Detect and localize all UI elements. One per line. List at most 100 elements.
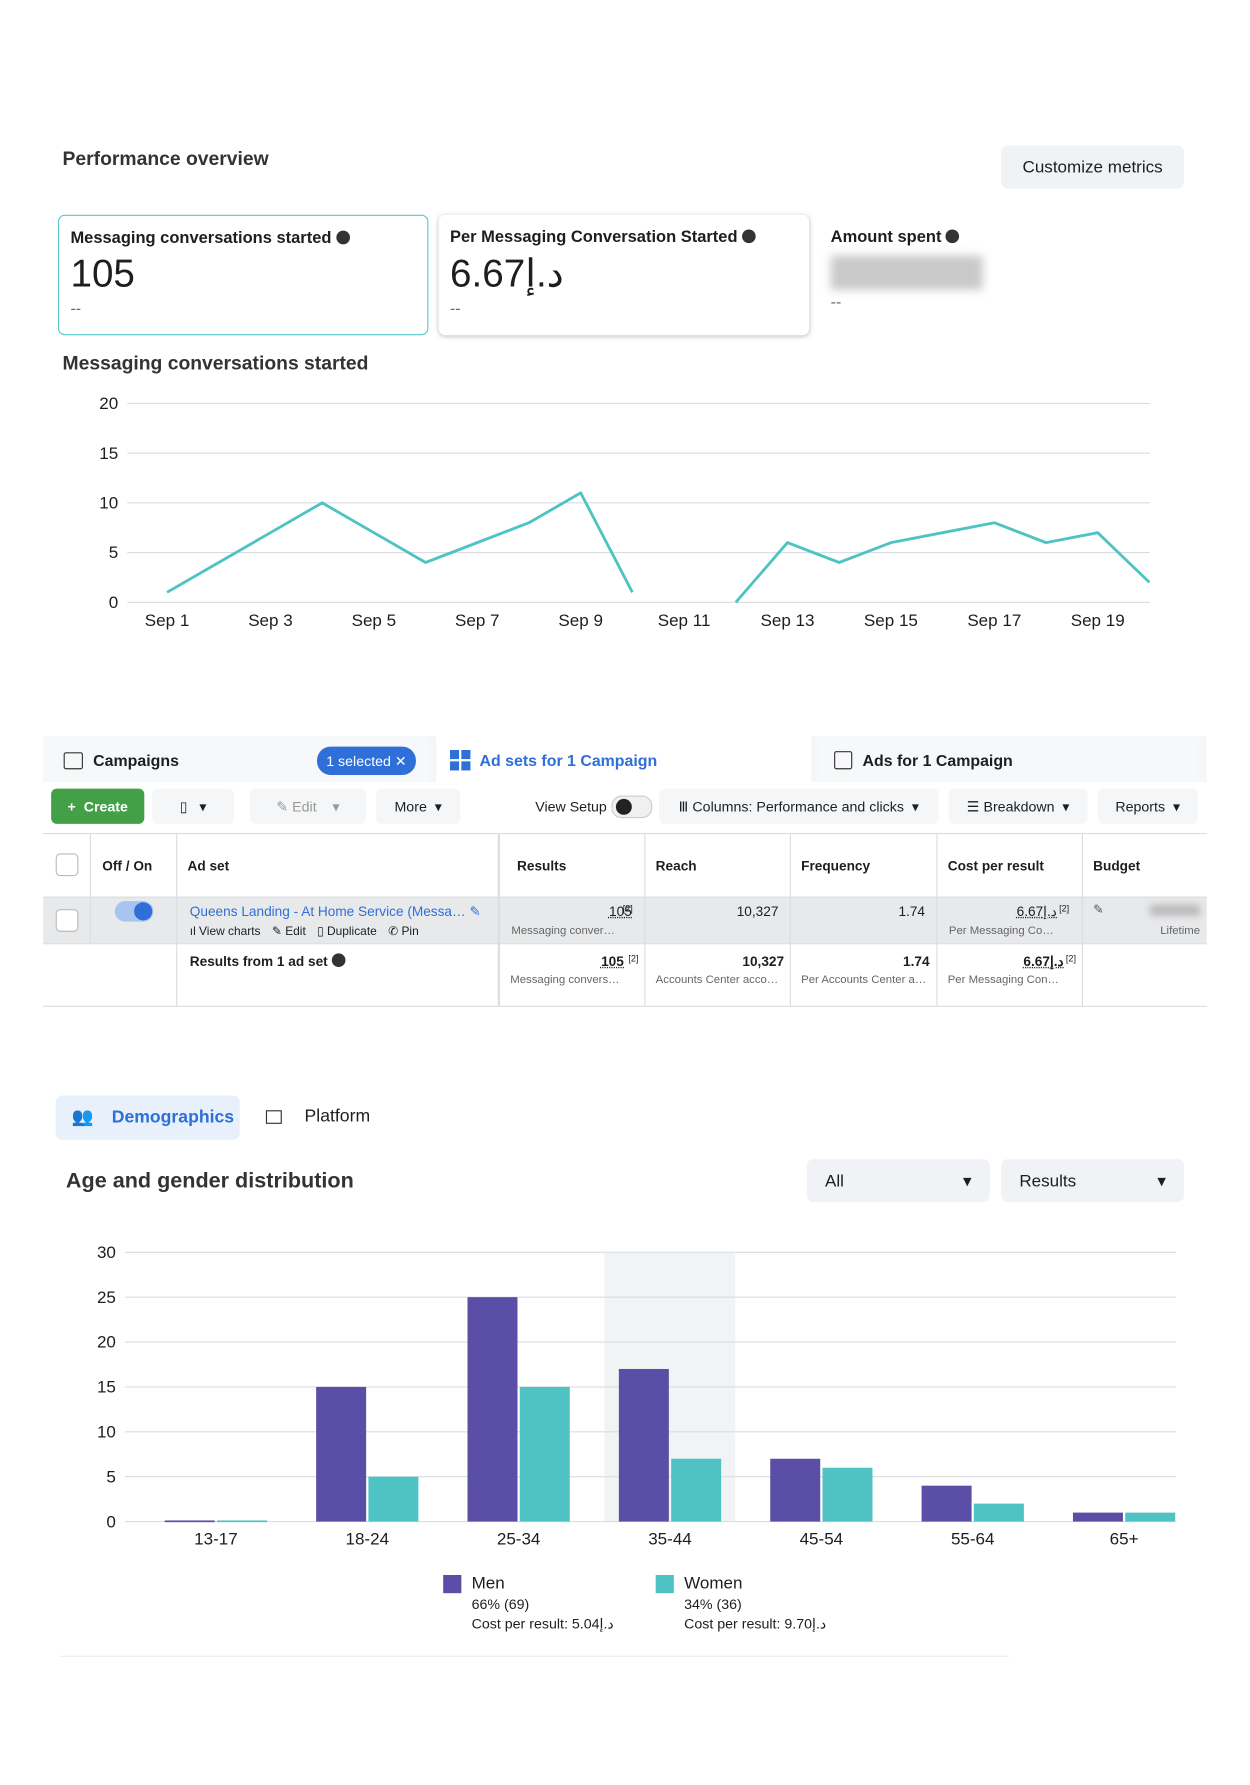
cell-sub: Accounts Center acco… (655, 973, 779, 987)
col-border (789, 832, 791, 1006)
metric-value: 105 (70, 252, 135, 296)
row-border (43, 943, 1207, 945)
bar (316, 1386, 367, 1522)
button-label: Breakdown (983, 798, 1055, 815)
reports-button[interactable]: Reports ▾ (1097, 788, 1198, 824)
more-button[interactable]: More ▾ (376, 788, 461, 824)
y-tick-label: 15 (99, 444, 118, 463)
y-tick-label: 20 (99, 394, 118, 413)
col-border (176, 832, 178, 1006)
metric-dropdown[interactable]: Results ▾ (1001, 1159, 1185, 1203)
action-label: Pin (401, 924, 419, 939)
view-setup-label: View Setup (535, 798, 607, 815)
y-tick-label: 10 (99, 494, 118, 513)
x-tick-label: 25-34 (497, 1529, 541, 1548)
checkbox[interactable] (55, 909, 79, 932)
selected-row (43, 896, 1207, 944)
legend-label: Men (471, 1573, 505, 1594)
tab[interactable]: Campaigns 1 selected ✕ (43, 738, 430, 782)
edit-icon[interactable]: ✎ (1093, 903, 1104, 918)
chip-label: 1 selected (326, 752, 391, 769)
bar (217, 1520, 268, 1523)
summary-text: Results from 1 ad set (189, 953, 328, 970)
tab[interactable]: Ads for 1 Campaign (818, 738, 1198, 782)
legend-item[interactable]: Men 66% (69) Cost per result: 5.04د.إ (443, 1573, 614, 1634)
metric-card[interactable]: Messaging conversations started 105 -- (57, 214, 429, 336)
metric-card[interactable]: Amount spent -- (819, 215, 1189, 335)
col-border (644, 832, 646, 1006)
column-header[interactable]: Budget (1093, 857, 1141, 874)
button-label: Edit (292, 798, 317, 815)
metric-compare: -- (830, 292, 842, 311)
checkbox[interactable] (55, 853, 79, 877)
metric-value: 6.67د.إ (449, 252, 564, 296)
legend: Men 66% (69) Cost per result: 5.04د.إ Women… (0, 1573, 1250, 1653)
bar (1072, 1512, 1123, 1522)
bar (164, 1520, 215, 1523)
metric-label: Per Messaging Conversation Started (449, 228, 738, 247)
create-button[interactable]: + Create (51, 788, 145, 824)
row-border (43, 1005, 1207, 1007)
action[interactable]: ✆ Pin (388, 924, 419, 939)
column-header[interactable]: Off / On (102, 857, 153, 874)
tab[interactable]: Ad sets for 1 Campaign (436, 736, 812, 785)
blurred-value (830, 255, 983, 290)
cell-value: 105 (601, 953, 624, 970)
info-icon (945, 229, 960, 244)
tab-platform[interactable]: Platform (265, 1106, 371, 1127)
metric-card[interactable]: Per Messaging Conversation Started 6.67د… (439, 215, 809, 335)
line-chart: 0 5 10 15 20 Sep 1 Sep 3 Sep 5 Sep 7 Sep 9 Sep 11 S… (99, 394, 1151, 630)
breakdown-button[interactable]: ☰ Breakdown ▾ (948, 788, 1088, 824)
adset-toggle[interactable] (114, 901, 154, 922)
action[interactable]: ▯ Duplicate (317, 924, 377, 939)
cell-note: [2] (622, 903, 633, 914)
action-label: Edit (285, 924, 306, 939)
info-icon (742, 229, 756, 244)
customize-button[interactable]: Customize metrics (1001, 145, 1185, 189)
column-header[interactable]: Cost per result (947, 857, 1044, 874)
filter-dropdown[interactable]: All ▾ (806, 1159, 990, 1203)
tab-label: Ad sets for 1 Campaign (479, 751, 658, 770)
column-header[interactable]: Frequency (801, 857, 871, 874)
columns-button[interactable]: Ⅲ Columns: Performance and clicks ▾ (659, 788, 939, 824)
info-icon (332, 953, 346, 968)
adset-name[interactable]: Queens Landing - At Home Service (Messa…… (189, 903, 481, 920)
toggle-knob (615, 798, 632, 815)
info-icon (335, 230, 350, 245)
selected-chip[interactable]: 1 selected ✕ (317, 746, 416, 775)
cell-value: 1.74 (898, 903, 925, 920)
ad-icon (834, 751, 853, 770)
dropdown-label: All (824, 1171, 844, 1191)
column-header[interactable]: Ad set (187, 857, 230, 874)
metric-compare: -- (70, 298, 82, 318)
cell-sub: Messaging convers… (510, 973, 620, 987)
cell-value: 6.67د.إ (1023, 953, 1064, 970)
x-tick-label: Sep 5 (352, 611, 397, 630)
tab-label: Demographics (111, 1107, 235, 1127)
metric-label: Amount spent (830, 228, 942, 247)
edit-button[interactable]: ✎ Edit ▾ (249, 788, 366, 824)
bar (467, 1297, 518, 1522)
cell-sub: Messaging conver… (511, 924, 615, 938)
cell-value: 10,327 (742, 953, 785, 970)
view-setup-toggle[interactable] (611, 795, 653, 819)
x-tick-label: Sep 7 (455, 611, 500, 630)
row-actions: ıl View charts ✎ Edit ▯ Duplicate ✆ Pin (190, 925, 419, 939)
legend-item[interactable]: Women 34% (36) Cost per result: 9.70د.إ (655, 1573, 826, 1634)
adset-link[interactable]: Queens Landing - At Home Service (Messa… (189, 903, 466, 920)
legend-label: Women (684, 1573, 743, 1594)
x-tick-label: Sep 13 (761, 611, 815, 630)
bar-chart: 0 5 10 15 20 25 30 13-17 18-24 25-34 35-44 45-54 55-… (97, 1243, 1177, 1548)
line-series (166, 491, 1151, 604)
x-tick-label: Sep 9 (558, 611, 603, 630)
tab-label: Platform (304, 1106, 371, 1127)
y-tick-label: 0 (106, 1512, 115, 1531)
action[interactable]: ıl View charts (189, 924, 261, 939)
column-header[interactable]: Results (517, 857, 567, 874)
col-border (89, 832, 91, 944)
tab-demographics[interactable]: 👥 Demographics (55, 1095, 240, 1140)
column-header[interactable]: Reach (655, 857, 697, 874)
folder-icon (63, 751, 83, 769)
action[interactable]: ✎ Edit (271, 924, 306, 939)
duplicate-button[interactable]: ▯ ▾ (152, 788, 235, 824)
